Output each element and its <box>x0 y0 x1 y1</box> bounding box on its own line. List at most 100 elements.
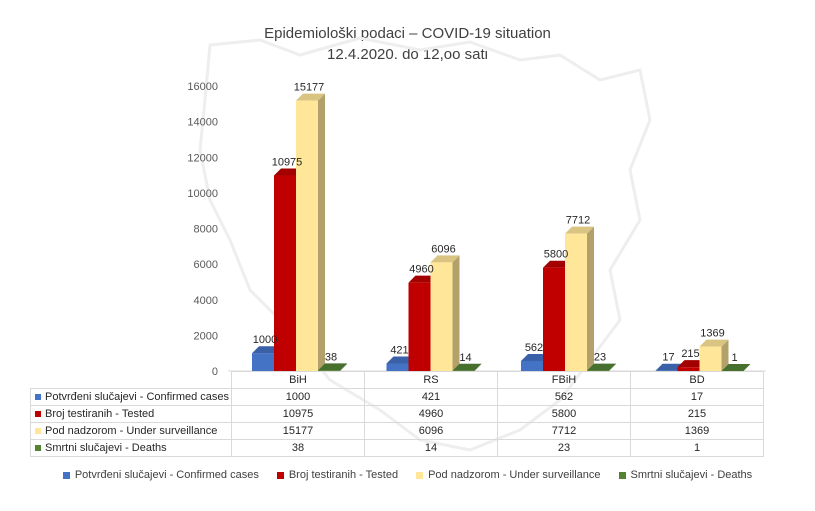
legend-label: Potvrđeni slučajevi - Confirmed cases <box>74 469 259 481</box>
data-label: 1369 <box>700 328 724 340</box>
bar-side <box>452 255 460 371</box>
bar-top <box>699 339 729 347</box>
table-cell: 5800 <box>497 405 631 423</box>
table-cell: 38 <box>231 439 365 457</box>
table-cell: 215 <box>630 405 764 423</box>
table-cell: 10975 <box>231 405 365 423</box>
bar-top <box>296 93 325 101</box>
bar <box>318 363 347 371</box>
series-swatch <box>35 411 41 418</box>
bar-top <box>721 363 751 371</box>
bar-front <box>296 100 318 371</box>
bar <box>565 226 594 371</box>
bar-side <box>587 226 594 371</box>
bar-top <box>543 260 572 268</box>
bar-top <box>655 363 685 371</box>
data-label: 7712 <box>566 215 590 227</box>
bar-front <box>318 370 340 371</box>
category-label: RS <box>364 371 498 389</box>
legend-item: Smrtni slučajevi - Deaths <box>618 469 752 481</box>
legend-item: Pod nadzorom - Under surveillance <box>416 469 601 481</box>
bar-front <box>274 175 296 371</box>
table-cell: 4960 <box>364 405 498 423</box>
map-watermark <box>198 36 652 452</box>
bar-side <box>609 363 616 371</box>
legend-swatch <box>62 471 70 479</box>
data-label: 38 <box>325 351 337 363</box>
bar-side <box>318 93 325 371</box>
y-tick-label: 10000 <box>187 188 218 200</box>
y-tick-label: 12000 <box>187 152 218 164</box>
chart-subtitle: 12.4.2020. do 12,oo sati <box>327 46 488 63</box>
data-table: BiH RS FBiH BD Potvrđeni slučajevi - Confirm… <box>30 371 764 457</box>
bar-top <box>521 353 550 361</box>
bar-top <box>565 226 594 234</box>
bar-side <box>474 363 482 371</box>
bar-front <box>699 346 722 371</box>
legend-swatch <box>618 471 626 479</box>
series-name: Broj testiranih - Tested <box>45 408 155 420</box>
data-label: 10975 <box>272 157 303 169</box>
table-corner <box>30 371 232 389</box>
bar-front <box>252 353 274 371</box>
series-label: Broj testiranih - Tested <box>30 405 232 423</box>
table-cell: 1369 <box>630 422 764 440</box>
series-label: Pod nadzorom - Under surveillance <box>30 422 232 440</box>
data-label: 14 <box>459 352 471 364</box>
series-swatch <box>35 428 41 435</box>
legend-item: Potvrđeni slučajevi - Confirmed cases <box>62 469 259 481</box>
table-row: Smrtni slučajevi - Deaths 38 14 23 1 <box>30 439 764 457</box>
table-cell: 1000 <box>231 388 365 406</box>
y-tick-label: 8000 <box>194 224 218 236</box>
data-label: 15177 <box>294 82 325 94</box>
data-label: 4960 <box>409 264 433 276</box>
table-cell: 562 <box>497 388 631 406</box>
y-tick-label: 16000 <box>187 81 218 93</box>
y-tick-label: 2000 <box>194 330 218 342</box>
data-label: 6096 <box>431 243 455 255</box>
data-label: 562 <box>525 342 543 354</box>
category-label: BD <box>630 371 764 389</box>
legend-label: Pod nadzorom - Under surveillance <box>428 469 601 481</box>
bar-top <box>386 356 416 364</box>
bar-top <box>430 255 460 263</box>
data-label: 215 <box>681 348 699 360</box>
series-swatch <box>35 394 41 401</box>
table-cell: 15177 <box>231 422 365 440</box>
data-label: 1 <box>731 352 737 364</box>
bar-top <box>452 363 482 371</box>
bar-front <box>521 360 543 371</box>
bar-front <box>386 363 409 371</box>
table-cell: 7712 <box>497 422 631 440</box>
chart-title: Epidemiološki podaci – COVID-19 situatio… <box>264 25 551 42</box>
legend-swatch <box>416 471 424 479</box>
table-cell: 14 <box>364 439 498 457</box>
y-tick-label: 14000 <box>187 117 218 129</box>
table-cell: 6096 <box>364 422 498 440</box>
table-cell: 17 <box>630 388 764 406</box>
data-label: 17 <box>662 352 674 364</box>
series-name: Smrtni slučajevi - Deaths <box>45 442 167 454</box>
table-cell: 1 <box>630 439 764 457</box>
bar-top <box>318 363 347 371</box>
legend: Potvrđeni slučajevi - Confirmed cases Bro… <box>0 469 815 481</box>
bar-front <box>677 367 700 371</box>
table-cell: 421 <box>364 388 498 406</box>
series-label: Smrtni slučajevi - Deaths <box>30 439 232 457</box>
series-swatch <box>35 445 41 452</box>
bar-front <box>565 233 587 371</box>
bar-front <box>408 282 431 371</box>
legend-item: Broj testiranih - Tested <box>276 469 399 481</box>
bar-top <box>677 360 707 368</box>
bar <box>699 339 729 371</box>
series-name: Potvrđeni slučajevi - Confirmed cases <box>45 391 230 403</box>
bar-side <box>340 363 347 371</box>
bar-front <box>430 262 453 371</box>
legend-swatch <box>276 471 284 479</box>
bar-top <box>408 275 438 283</box>
category-label: BiH <box>231 371 365 389</box>
legend-label: Broj testiranih - Tested <box>288 469 399 481</box>
table-row: Potvrđeni slučajevi - Confirmed cases 100… <box>30 388 764 406</box>
y-tick-label: 6000 <box>194 259 218 271</box>
